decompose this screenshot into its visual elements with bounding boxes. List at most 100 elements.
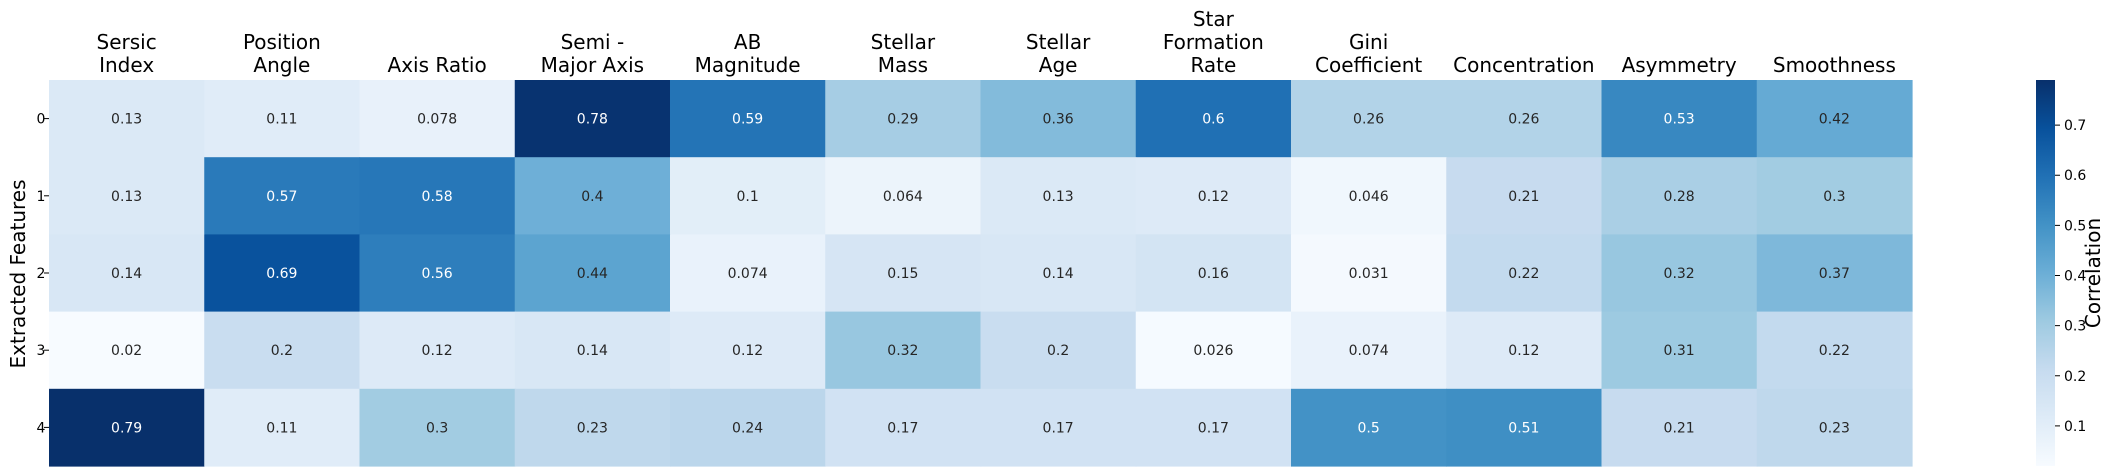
cell-value-label: 0.44 — [577, 266, 608, 282]
cell-value-label: 0.3 — [426, 420, 448, 436]
cell-value-label: 0.1 — [736, 189, 758, 205]
heatmap-cell — [49, 311, 205, 390]
heatmap-cell — [1291, 311, 1447, 390]
heatmap-cell — [1601, 311, 1758, 390]
heatmap-cell — [514, 80, 671, 158]
column-label: Smoothness — [1773, 53, 1896, 77]
cell-value-label: 0.78 — [577, 112, 608, 128]
heatmap-cell — [359, 157, 516, 235]
cell-value-label: 0.11 — [266, 112, 297, 128]
cell-value-label: 0.51 — [1508, 420, 1539, 436]
cell-value-label: 0.24 — [732, 420, 763, 436]
heatmap-cell — [49, 234, 205, 313]
cell-value-label: 0.13 — [1043, 189, 1074, 205]
cell-value-label: 0.29 — [887, 112, 918, 128]
cell-value-label: 0.2 — [1047, 343, 1069, 359]
column-label: Axis Ratio — [388, 53, 487, 77]
cell-value-label: 0.23 — [577, 420, 608, 436]
cell-value-label: 0.6 — [1202, 112, 1224, 128]
cell-value-label: 0.15 — [887, 266, 918, 282]
heatmap-cell — [1446, 234, 1603, 313]
column-label: Rate — [1190, 53, 1236, 77]
heatmap-cell — [1291, 234, 1447, 313]
y-axis-label: Extracted Features — [6, 180, 30, 369]
column-label: Angle — [253, 53, 310, 77]
cell-value-label: 0.02 — [111, 343, 142, 359]
cell-value-label: 0.59 — [732, 112, 763, 128]
heatmap-cell — [980, 311, 1137, 390]
heatmap-cell — [980, 80, 1137, 158]
cell-value-label: 0.22 — [1508, 266, 1539, 282]
colorbar-tick-label: 0.1 — [2064, 419, 2086, 435]
colorbar: 0.1 0.2 0.3 0.4 0.5 0.6 0.7 Correlation — [2036, 80, 2105, 466]
cell-value-label: 0.21 — [1508, 189, 1539, 205]
cell-value-label: 0.79 — [111, 420, 142, 436]
heatmap-cells: 0.13 0.11 0.078 0.78 0.59 0.29 0.36 0.6 0.26 0.26… — [49, 80, 1913, 467]
cell-value-label: 0.13 — [111, 189, 142, 205]
colorbar-tick-label: 0.5 — [2064, 218, 2086, 234]
heatmap-cell — [1756, 80, 1913, 158]
cell-value-label: 0.12 — [422, 343, 453, 359]
heatmap-cell — [359, 80, 516, 158]
heatmap-cell — [670, 311, 826, 390]
cell-value-label: 0.074 — [728, 266, 768, 282]
colorbar-ticks: 0.1 0.2 0.3 0.4 0.5 0.6 0.7 — [2055, 118, 2086, 435]
column-label: Coefficient — [1315, 53, 1422, 77]
colorbar-tick-label: 0.3 — [2064, 319, 2086, 335]
heatmap-cell — [1756, 388, 1913, 467]
row-label: 1 — [37, 189, 46, 205]
cell-value-label: 0.12 — [732, 343, 763, 359]
cell-value-label: 0.026 — [1193, 343, 1233, 359]
cell-value-label: 0.22 — [1819, 343, 1850, 359]
row-label: 2 — [37, 266, 46, 282]
cell-value-label: 0.2 — [271, 343, 293, 359]
heatmap-cell — [1601, 157, 1758, 235]
colorbar-tick-label: 0.6 — [2064, 168, 2086, 184]
cell-value-label: 0.074 — [1349, 343, 1389, 359]
cell-value-label: 0.4 — [581, 189, 603, 205]
cell-value-label: 0.078 — [417, 112, 457, 128]
heatmap-cell — [204, 157, 361, 235]
cell-value-label: 0.37 — [1819, 266, 1850, 282]
cell-value-label: 0.12 — [1198, 189, 1229, 205]
column-label: Mass — [878, 53, 928, 77]
heatmap-cell — [514, 311, 671, 390]
heatmap-cell — [825, 234, 982, 313]
heatmap-cell — [1446, 80, 1603, 158]
heatmap-cell — [1601, 388, 1758, 467]
cell-value-label: 0.5 — [1357, 420, 1379, 436]
column-label: Asymmetry — [1622, 53, 1737, 77]
heatmap-cell — [1756, 234, 1913, 313]
heatmap-cell — [204, 234, 361, 313]
cell-value-label: 0.56 — [422, 266, 453, 282]
column-label: Sersic — [97, 30, 157, 54]
column-label: Formation — [1163, 30, 1264, 54]
heatmap-cell — [1756, 311, 1913, 390]
heatmap-cell — [514, 388, 671, 467]
heatmap-cell — [514, 234, 671, 313]
heatmap-cell — [1291, 157, 1447, 235]
column-label: Stellar — [871, 30, 936, 54]
cell-value-label: 0.21 — [1664, 420, 1695, 436]
heatmap-cell — [49, 157, 205, 235]
heatmap-cell — [980, 234, 1137, 313]
row-label: 4 — [37, 420, 46, 436]
colorbar-tick-label: 0.4 — [2064, 269, 2086, 285]
heatmap-cell — [359, 234, 516, 313]
heatmap-cell — [1601, 234, 1758, 313]
heatmap-cell — [1135, 80, 1292, 158]
cell-value-label: 0.17 — [887, 420, 918, 436]
cell-value-label: 0.13 — [111, 112, 142, 128]
heatmap-cell — [204, 80, 361, 158]
heatmap-cell — [825, 157, 982, 235]
colorbar-gradient — [2036, 80, 2055, 466]
heatmap-cell — [359, 388, 516, 467]
heatmap-cell — [1446, 157, 1603, 235]
heatmap-cell — [204, 311, 361, 390]
colorbar-tick-label: 0.2 — [2064, 369, 2086, 385]
heatmap-cell — [670, 157, 826, 235]
column-label: Semi - — [561, 30, 625, 54]
heatmap-cell — [1291, 388, 1447, 467]
cell-value-label: 0.031 — [1349, 266, 1389, 282]
